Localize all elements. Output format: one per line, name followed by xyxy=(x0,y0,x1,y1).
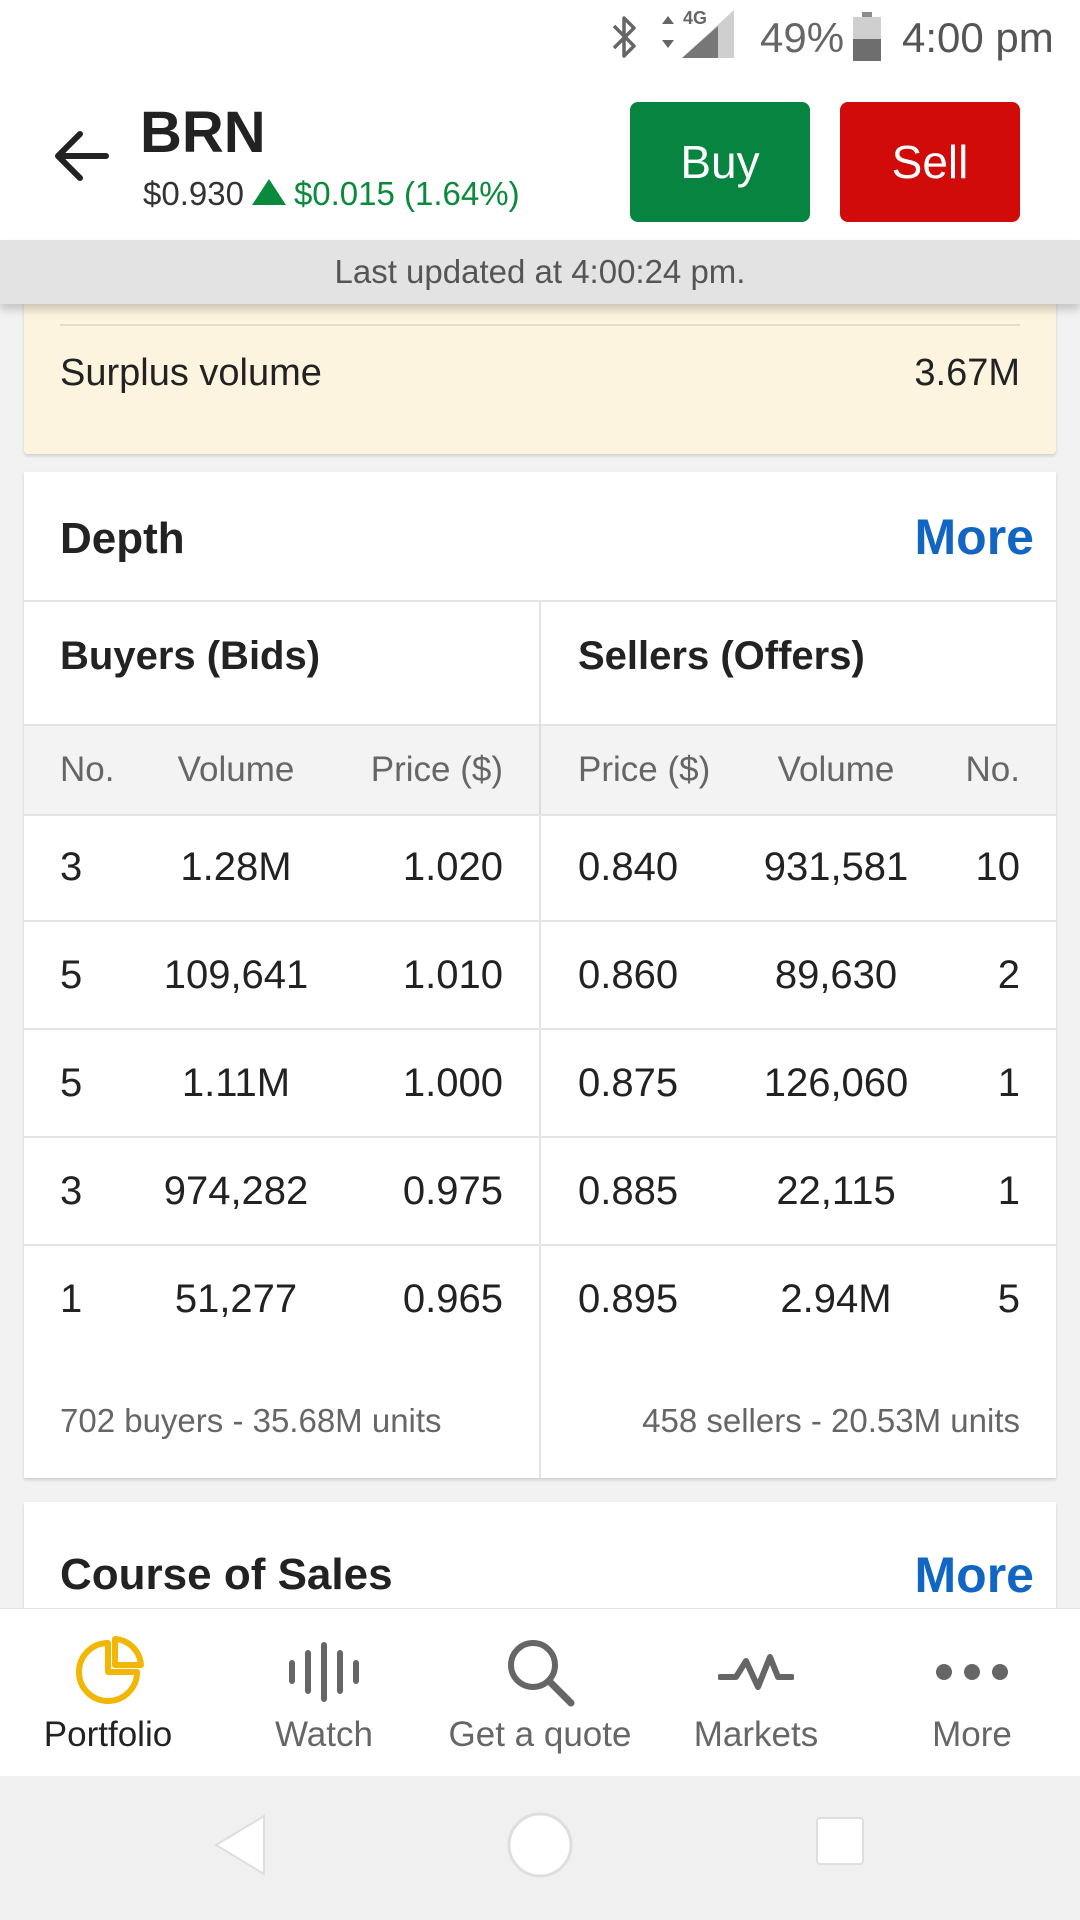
bluetooth-icon xyxy=(612,16,636,58)
col-bid-price: Price ($) xyxy=(370,750,503,789)
divider xyxy=(24,1028,1056,1030)
ticker-symbol: BRN xyxy=(140,100,266,165)
bid-volume-cell: 974,282 xyxy=(163,1169,309,1213)
bid-no-cell: 5 xyxy=(60,1061,83,1105)
buy-button[interactable]: Buy xyxy=(630,102,810,222)
up-arrow-icon xyxy=(251,179,286,205)
last-updated-banner: Last updated at 4:00:24 pm. xyxy=(0,240,1080,304)
nav-label: Markets xyxy=(693,1715,819,1754)
nav-get-a-quote[interactable]: Get a quote xyxy=(432,1609,648,1777)
nav-label: More xyxy=(932,1715,1012,1754)
surplus-card: Surplus volume 3.67M xyxy=(24,304,1056,454)
price-line: $0.930 $0.015 (1.64%) xyxy=(143,172,520,216)
surplus-volume-value: 3.67M xyxy=(914,352,1020,394)
offer-no-cell: 5 xyxy=(997,1277,1020,1321)
bid-price-cell: 1.010 xyxy=(402,953,503,997)
offer-price-cell: 0.875 xyxy=(578,1061,679,1105)
course-of-sales-title: Course of Sales xyxy=(60,1550,393,1599)
battery-icon xyxy=(853,12,881,61)
depth-title: Depth xyxy=(60,514,185,563)
offer-no-cell: 1 xyxy=(997,1061,1020,1105)
search-icon xyxy=(432,1635,648,1709)
battery-percent: 49% xyxy=(760,14,845,61)
offer-volume-cell: 22,115 xyxy=(776,1169,896,1213)
sellers-title: Sellers (Offers) xyxy=(578,634,865,678)
surplus-volume-label: Surplus volume xyxy=(60,352,322,394)
offer-volume-cell: 126,060 xyxy=(763,1061,909,1105)
scroll-content[interactable]: Surplus volume 3.67M Depth More Buyers (… xyxy=(0,304,1080,1608)
bid-price-cell: 1.000 xyxy=(402,1061,503,1105)
divider xyxy=(24,814,1056,816)
clock: 4:00 pm xyxy=(902,14,1054,61)
offer-volume-cell: 89,630 xyxy=(774,953,898,997)
recents-square-icon[interactable] xyxy=(815,1816,865,1866)
last-price: $0.930 xyxy=(143,175,244,212)
divider xyxy=(24,1244,1056,1246)
bid-price-cell: 1.020 xyxy=(402,845,503,889)
col-offer-price: Price ($) xyxy=(578,750,711,789)
portfolio-pie-icon xyxy=(0,1635,216,1709)
divider xyxy=(24,1136,1056,1138)
offer-price-cell: 0.840 xyxy=(578,845,679,889)
bid-no-cell: 3 xyxy=(60,845,83,889)
buyers-title: Buyers (Bids) xyxy=(60,634,321,678)
nav-markets[interactable]: Markets xyxy=(648,1609,864,1777)
status-bar: 4G 49% 4:00 pm xyxy=(0,0,1080,76)
course-of-sales-more-link[interactable]: More xyxy=(914,1547,1034,1603)
back-triangle-icon[interactable] xyxy=(212,1812,268,1878)
nav-label: Portfolio xyxy=(43,1715,173,1754)
bid-price-cell: 0.965 xyxy=(402,1277,503,1321)
bid-no-cell: 5 xyxy=(60,953,83,997)
buyers-summary: 702 buyers - 35.68M units xyxy=(60,1402,442,1439)
nav-label: Watch xyxy=(275,1715,373,1754)
offer-no-cell: 2 xyxy=(997,953,1020,997)
depth-more-link[interactable]: More xyxy=(914,509,1034,565)
col-offer-no: No. xyxy=(965,750,1020,789)
bid-volume-cell: 51,277 xyxy=(174,1277,298,1321)
more-dots-icon xyxy=(864,1635,1080,1709)
offer-no-cell: 10 xyxy=(975,845,1021,889)
offer-no-cell: 1 xyxy=(997,1169,1020,1213)
divider xyxy=(24,920,1056,922)
col-bid-volume: Volume xyxy=(177,750,295,789)
sellers-summary: 458 sellers - 20.53M units xyxy=(642,1402,1020,1439)
nav-more[interactable]: More xyxy=(864,1609,1080,1777)
bid-volume-cell: 109,641 xyxy=(163,953,309,997)
bid-volume-cell: 1.11M xyxy=(181,1061,291,1105)
bid-no-cell: 1 xyxy=(60,1277,83,1321)
system-navigation-bar xyxy=(0,1776,1080,1920)
offer-price-cell: 0.860 xyxy=(578,953,679,997)
divider xyxy=(539,602,541,1478)
bid-price-cell: 0.975 xyxy=(402,1169,503,1213)
divider xyxy=(60,324,1020,326)
watch-bars-icon xyxy=(216,1635,432,1709)
stock-header: BRN $0.930 $0.015 (1.64%) Buy Sell xyxy=(0,76,1080,240)
signal-icon xyxy=(662,10,734,58)
bid-no-cell: 3 xyxy=(60,1169,83,1213)
divider xyxy=(539,724,541,814)
offer-price-cell: 0.895 xyxy=(578,1277,679,1321)
bottom-navigation: Portfolio Watch Get a quote xyxy=(0,1608,1080,1776)
course-of-sales-card: Course of Sales More xyxy=(24,1502,1056,1608)
col-offer-volume: Volume xyxy=(777,750,895,789)
nav-portfolio[interactable]: Portfolio xyxy=(0,1609,216,1777)
sell-button[interactable]: Sell xyxy=(840,102,1020,222)
divider xyxy=(24,600,1056,602)
offer-volume-cell: 2.94M xyxy=(780,1277,892,1321)
home-circle-icon[interactable] xyxy=(505,1810,575,1880)
nav-watch[interactable]: Watch xyxy=(216,1609,432,1777)
bid-volume-cell: 1.28M xyxy=(180,845,292,889)
network-type-label: 4G xyxy=(683,8,708,28)
offer-volume-cell: 931,581 xyxy=(763,845,909,889)
price-change: $0.015 (1.64%) xyxy=(293,175,520,212)
markets-pulse-icon xyxy=(648,1635,864,1709)
col-bid-no: No. xyxy=(60,750,115,789)
nav-label: Get a quote xyxy=(448,1715,632,1754)
offer-price-cell: 0.885 xyxy=(578,1169,679,1213)
depth-card: Depth More Buyers (Bids) Sellers (Offers… xyxy=(24,472,1056,1478)
back-arrow-icon[interactable] xyxy=(50,126,120,186)
